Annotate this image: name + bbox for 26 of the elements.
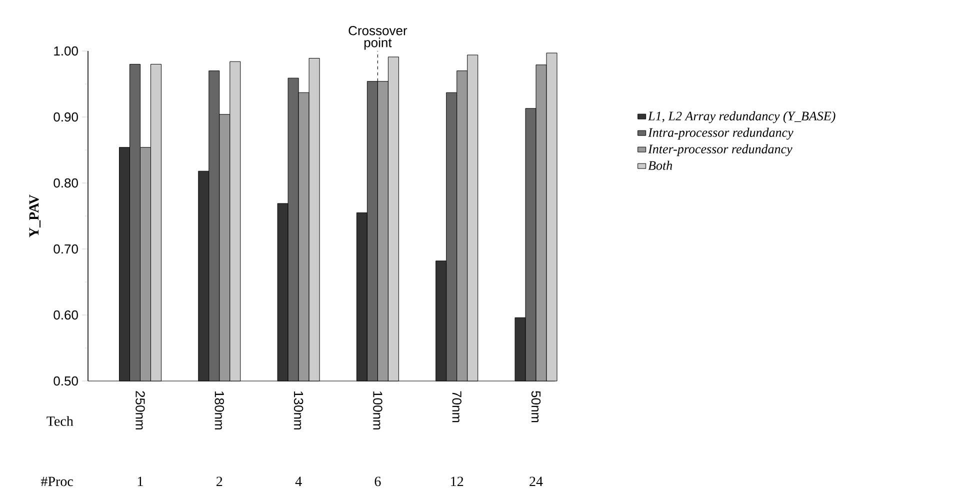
x-tick-label: 70nm	[452, 391, 462, 422]
x-tick-label: 50nm	[531, 391, 541, 422]
x-tick-label: 130nm	[294, 392, 304, 430]
legend-label: L1, L2 Array redundancy (Y_BASE)	[648, 111, 836, 124]
y-tick-label: 0.80	[54, 178, 78, 188]
text: 4	[295, 476, 302, 486]
y-tick-label: 0.50	[54, 376, 78, 386]
legend-label: Both	[648, 160, 672, 170]
text: #Proc	[40, 476, 73, 486]
text: 6	[374, 476, 381, 486]
text: 12	[451, 476, 464, 486]
x-axis-title: Tech	[46, 416, 74, 426]
annotation: Crossover point	[348, 26, 408, 50]
x-tick-label: 250nm	[136, 391, 145, 430]
legend-label: Intra-processor redundancy	[648, 128, 794, 140]
y-tick-label: 0.90	[54, 112, 78, 122]
y-tick-label: 1.00	[54, 46, 78, 56]
x-tick-label: 180nm	[214, 392, 224, 430]
text: 2	[216, 476, 222, 486]
y-tick-label: 0.70	[54, 244, 78, 254]
text: 24	[530, 476, 543, 486]
x-tick-label: 100nm	[373, 392, 382, 430]
y-axis-title: Y_PAV	[29, 194, 40, 238]
legend-label: Inter-processor redundancy	[648, 144, 792, 156]
text: 1	[138, 476, 143, 486]
y-tick-label: 0.60	[54, 310, 78, 320]
